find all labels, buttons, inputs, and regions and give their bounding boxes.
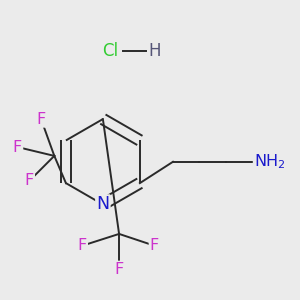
Text: NH$_2$: NH$_2$ xyxy=(254,152,285,171)
Text: F: F xyxy=(36,112,46,127)
Text: N: N xyxy=(96,196,110,214)
Text: F: F xyxy=(25,173,34,188)
Text: F: F xyxy=(115,262,124,277)
Text: F: F xyxy=(78,238,87,253)
Text: F: F xyxy=(13,140,22,154)
Text: F: F xyxy=(150,238,159,253)
Text: Cl: Cl xyxy=(102,42,118,60)
Text: H: H xyxy=(148,42,161,60)
